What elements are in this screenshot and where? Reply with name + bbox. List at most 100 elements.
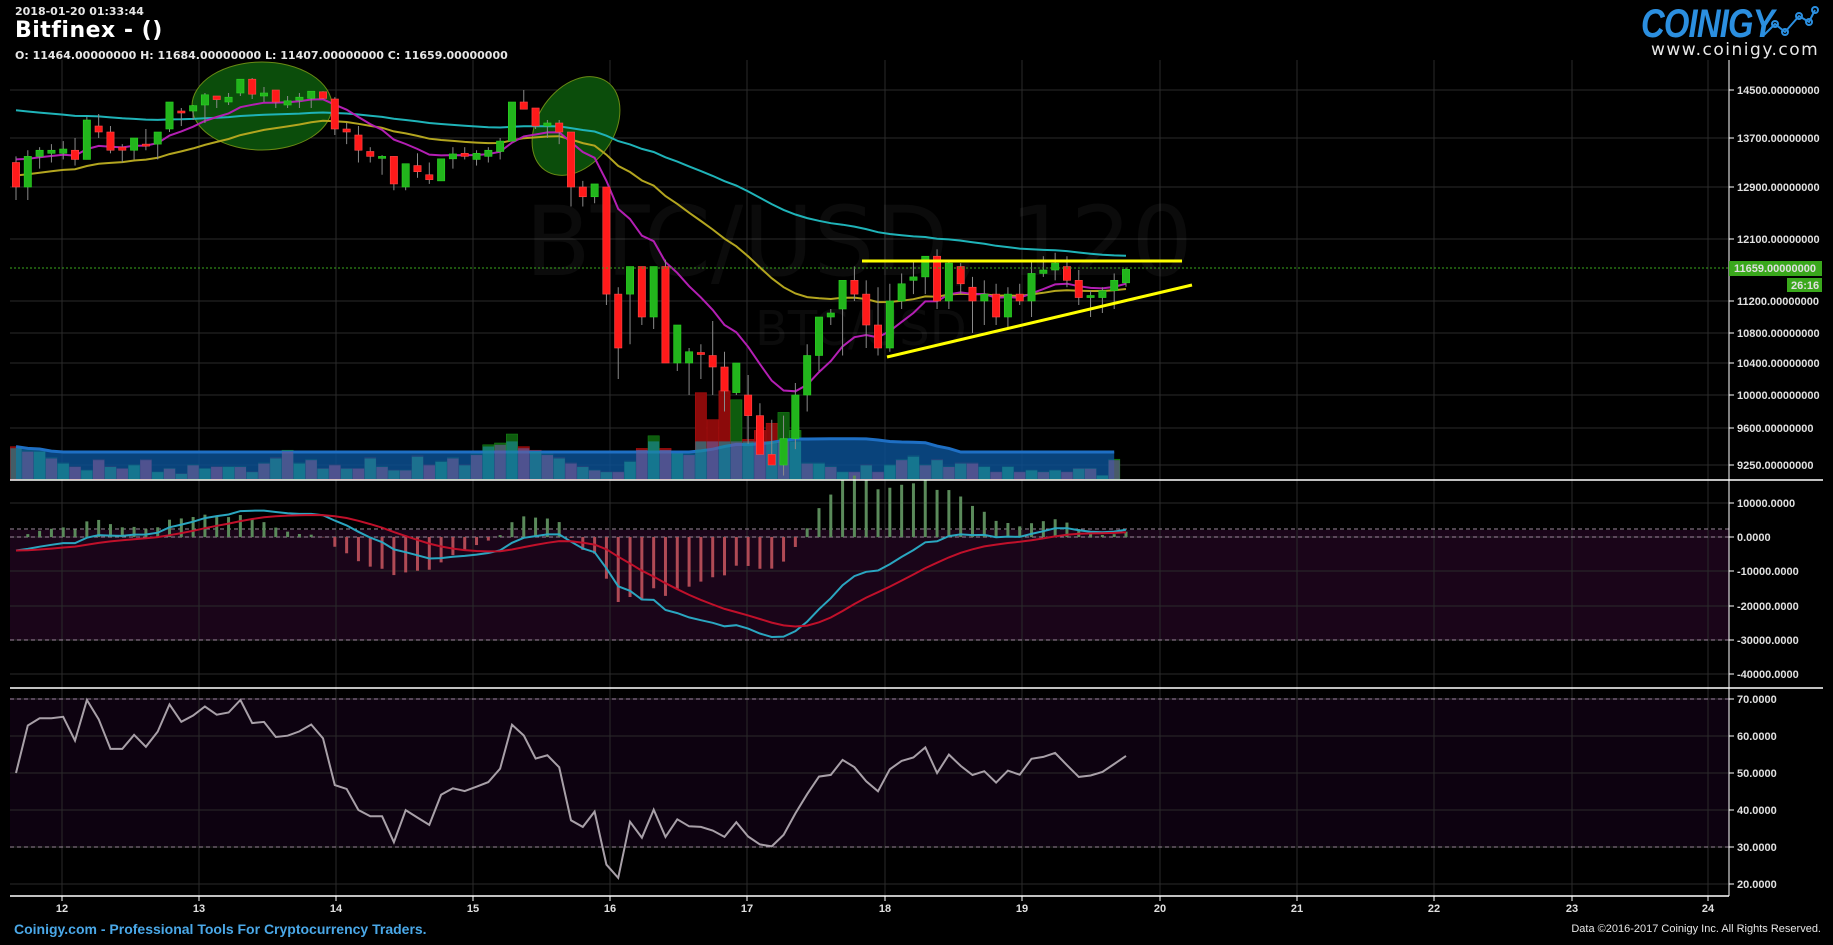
- candle[interactable]: [1027, 273, 1036, 302]
- candle[interactable]: [437, 158, 446, 182]
- candle[interactable]: [968, 286, 977, 302]
- candle[interactable]: [838, 280, 847, 310]
- candle[interactable]: [496, 140, 505, 152]
- candle[interactable]: [956, 266, 965, 285]
- candle[interactable]: [507, 101, 516, 142]
- candle[interactable]: [342, 128, 351, 133]
- candle[interactable]: [295, 96, 304, 101]
- candle[interactable]: [130, 137, 139, 151]
- candle[interactable]: [850, 280, 859, 295]
- candle[interactable]: [590, 183, 599, 198]
- candle[interactable]: [307, 90, 316, 99]
- candle[interactable]: [1051, 262, 1060, 271]
- candle[interactable]: [224, 96, 233, 103]
- time-axis[interactable]: 12 13 14 15 16 17 18 19 20 21 22 23 24: [56, 896, 1715, 915]
- candle[interactable]: [578, 186, 587, 198]
- candle[interactable]: [1110, 280, 1119, 291]
- candle[interactable]: [378, 156, 387, 159]
- candle[interactable]: [1039, 269, 1048, 274]
- candle[interactable]: [260, 92, 268, 97]
- candle[interactable]: [1098, 290, 1107, 298]
- candle[interactable]: [236, 78, 245, 94]
- candle[interactable]: [71, 149, 80, 160]
- candle[interactable]: [897, 283, 906, 302]
- candle[interactable]: [460, 153, 469, 157]
- candle[interactable]: [153, 131, 162, 145]
- candle[interactable]: [366, 151, 375, 157]
- candle[interactable]: [484, 149, 493, 157]
- candle[interactable]: [1086, 295, 1095, 298]
- candle[interactable]: [874, 324, 882, 349]
- candle[interactable]: [519, 101, 528, 110]
- candle[interactable]: [543, 122, 552, 127]
- macd-axis[interactable]: 10000.0000 0.0000 -10000.0000 -20000.0000 -3…: [1729, 498, 1799, 681]
- candle[interactable]: [1003, 293, 1012, 318]
- candle[interactable]: [59, 148, 68, 154]
- candle[interactable]: [649, 266, 658, 318]
- candle[interactable]: [177, 110, 186, 114]
- candle[interactable]: [791, 394, 800, 439]
- candle[interactable]: [614, 293, 623, 349]
- candle[interactable]: [933, 255, 942, 302]
- candle[interactable]: [815, 316, 823, 356]
- candle[interactable]: [94, 125, 103, 133]
- candlesticks[interactable]: [12, 78, 1130, 476]
- candle[interactable]: [732, 362, 741, 393]
- footer-tagline[interactable]: Coinigy.com - Professional Tools For Cry…: [14, 921, 427, 937]
- candle[interactable]: [992, 293, 1001, 318]
- candle[interactable]: [885, 300, 894, 349]
- candle[interactable]: [720, 366, 729, 392]
- candle[interactable]: [118, 146, 127, 151]
- candle[interactable]: [401, 163, 410, 188]
- candle[interactable]: [555, 122, 564, 133]
- candle[interactable]: [141, 143, 150, 147]
- candle[interactable]: [330, 98, 339, 130]
- candle[interactable]: [47, 149, 56, 154]
- candle[interactable]: [767, 454, 776, 466]
- candle[interactable]: [708, 355, 717, 368]
- candle[interactable]: [23, 156, 32, 188]
- candle[interactable]: [1015, 293, 1024, 302]
- candle[interactable]: [685, 351, 694, 364]
- candle[interactable]: [626, 266, 635, 295]
- candle[interactable]: [271, 89, 280, 103]
- candle[interactable]: [980, 293, 989, 302]
- candle[interactable]: [1062, 266, 1071, 281]
- support-trendline[interactable]: [886, 283, 1193, 359]
- candle[interactable]: [212, 95, 221, 100]
- candle[interactable]: [200, 94, 209, 106]
- candle[interactable]: [696, 352, 705, 355]
- candle[interactable]: [35, 149, 44, 157]
- candle[interactable]: [165, 101, 174, 130]
- coinigy-logo[interactable]: COINIGY www.coinigy.com: [1641, 2, 1821, 60]
- rsi-axis[interactable]: 70.0000 60.0000 50.0000 40.0000 30.0000 20.00…: [1729, 694, 1777, 891]
- candle[interactable]: [106, 131, 115, 151]
- candle[interactable]: [472, 153, 481, 160]
- candle[interactable]: [803, 355, 812, 396]
- candle[interactable]: [567, 131, 575, 188]
- candle[interactable]: [826, 312, 835, 318]
- candle[interactable]: [531, 107, 540, 127]
- candle[interactable]: [755, 415, 764, 455]
- candle[interactable]: [779, 438, 788, 466]
- candle[interactable]: [319, 91, 327, 99]
- candle[interactable]: [12, 162, 20, 188]
- candle[interactable]: [744, 394, 753, 416]
- candle[interactable]: [189, 105, 198, 112]
- candle[interactable]: [909, 276, 918, 281]
- highlight-ellipse-jan15[interactable]: [514, 60, 638, 192]
- candle[interactable]: [637, 266, 646, 318]
- candle[interactable]: [413, 165, 422, 172]
- candle[interactable]: [673, 324, 682, 364]
- candle[interactable]: [354, 134, 363, 151]
- candle[interactable]: [661, 266, 670, 364]
- price-axis[interactable]: 14500.00000000 13700.00000000 12900.000000…: [1729, 85, 1820, 472]
- candle[interactable]: [283, 100, 292, 106]
- candle[interactable]: [1074, 280, 1083, 298]
- candle[interactable]: [389, 156, 398, 185]
- candle[interactable]: [82, 119, 91, 160]
- candle[interactable]: [448, 153, 457, 160]
- candle[interactable]: [602, 186, 611, 295]
- candle[interactable]: [921, 255, 930, 278]
